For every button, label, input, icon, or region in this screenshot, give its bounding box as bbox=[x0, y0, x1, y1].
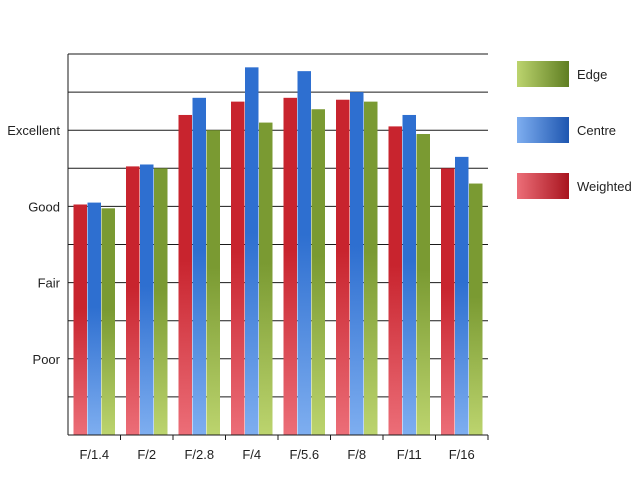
bar-weighted-f56 bbox=[283, 97, 297, 435]
bar-edge-f2 bbox=[154, 168, 168, 436]
bar-edge-f14 bbox=[101, 208, 115, 435]
bar-edge-f8 bbox=[364, 101, 378, 435]
axes bbox=[67, 54, 489, 440]
x-tick-label: F/2.8 bbox=[184, 447, 214, 462]
bar-centre-f8 bbox=[350, 92, 364, 435]
bar-series bbox=[73, 67, 483, 436]
legend-label-edge: Edge bbox=[577, 67, 607, 82]
bar-edge-f28 bbox=[206, 130, 220, 435]
x-tick-label: F/2 bbox=[137, 447, 156, 462]
x-tick-label: F/11 bbox=[397, 447, 422, 462]
bar-weighted-f2 bbox=[126, 166, 140, 435]
bar-edge-f4 bbox=[259, 122, 273, 435]
bar-edge-f11 bbox=[416, 134, 430, 435]
bar-centre-f14 bbox=[87, 202, 101, 435]
y-tick-label: Good bbox=[28, 199, 60, 214]
bar-weighted-f8 bbox=[336, 99, 350, 435]
bar-centre-f11 bbox=[402, 114, 416, 436]
x-tick-labels: F/1.4 F/2 F/2.8 F/4 F/5.6 F/8 F/11 F/16 bbox=[79, 447, 474, 462]
y-tick-labels: Poor Fair Good Excellent bbox=[7, 123, 60, 367]
bar-centre-f4 bbox=[245, 67, 259, 436]
bar-weighted-f28 bbox=[178, 114, 192, 436]
legend: Edge Centre Weighted bbox=[517, 61, 632, 199]
legend-swatch-centre bbox=[517, 117, 569, 143]
bar-weighted-f11 bbox=[388, 126, 402, 435]
bar-weighted-f16 bbox=[441, 168, 455, 436]
x-tick-label: F/1.4 bbox=[79, 447, 109, 462]
bar-centre-f28 bbox=[192, 97, 206, 435]
legend-swatch-edge bbox=[517, 61, 569, 87]
bar-weighted-f4 bbox=[231, 101, 245, 435]
bar-centre-f16 bbox=[455, 156, 469, 435]
bar-edge-f56 bbox=[311, 109, 325, 436]
bar-centre-f56 bbox=[297, 71, 311, 436]
legend-label-weighted: Weighted bbox=[577, 179, 632, 194]
legend-swatch-weighted bbox=[517, 173, 569, 199]
y-tick-label: Fair bbox=[38, 276, 61, 291]
bar-edge-f16 bbox=[469, 183, 483, 435]
bar-centre-f2 bbox=[140, 164, 154, 436]
x-tick-label: F/5.6 bbox=[289, 447, 319, 462]
y-tick-label: Excellent bbox=[7, 123, 60, 138]
legend-label-centre: Centre bbox=[577, 123, 616, 138]
x-tick-label: F/16 bbox=[449, 447, 475, 462]
x-tick-label: F/4 bbox=[242, 447, 261, 462]
bar-weighted-f14 bbox=[73, 204, 87, 435]
y-tick-label: Poor bbox=[33, 352, 61, 367]
x-tick-label: F/8 bbox=[347, 447, 366, 462]
